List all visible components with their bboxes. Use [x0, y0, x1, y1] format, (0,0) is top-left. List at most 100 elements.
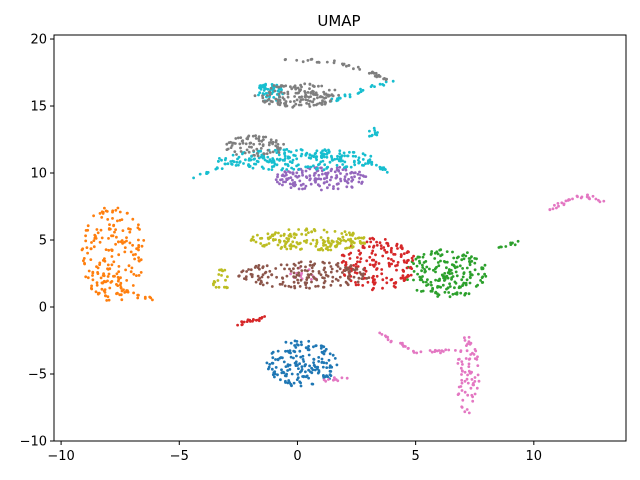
- scatter-point: [282, 360, 286, 364]
- scatter-point: [323, 266, 326, 270]
- scatter-point: [468, 357, 472, 361]
- scatter-point: [278, 182, 281, 186]
- scatter-point: [373, 131, 377, 135]
- scatter-point: [277, 153, 281, 157]
- scatter-point: [375, 267, 379, 270]
- scatter-point: [354, 155, 357, 158]
- scatter-point: [286, 369, 289, 372]
- scatter-point: [451, 292, 455, 296]
- scatter-point: [449, 268, 453, 272]
- scatter-point: [317, 173, 321, 177]
- scatter-point: [363, 241, 366, 245]
- scatter-point: [90, 286, 93, 290]
- scatter-point: [242, 320, 246, 324]
- scatter-point: [389, 278, 393, 282]
- scatter-point: [283, 159, 286, 162]
- scatter-point: [142, 239, 146, 242]
- scatter-point: [298, 89, 302, 93]
- scatter-point: [353, 159, 356, 163]
- scatter-point: [82, 257, 86, 260]
- scatter-point: [467, 340, 471, 344]
- scatter-point: [297, 271, 301, 275]
- scatter-point: [516, 239, 520, 243]
- scatter-point: [277, 151, 281, 154]
- scatter-point: [92, 245, 96, 249]
- scatter-point: [352, 275, 356, 279]
- scatter-point: [431, 286, 434, 290]
- scatter-point: [266, 160, 270, 164]
- scatter-point: [473, 268, 477, 272]
- scatter-point: [362, 175, 366, 178]
- scatter-point: [261, 96, 265, 100]
- scatter-point: [419, 276, 423, 280]
- scatter-point: [313, 262, 317, 266]
- scatter-point: [296, 91, 299, 95]
- scatter-point: [133, 257, 137, 261]
- scatter-point: [314, 344, 318, 347]
- scatter-point: [335, 174, 338, 177]
- scatter-point: [321, 238, 325, 242]
- scatter-point: [310, 266, 314, 270]
- scatter-point: [316, 183, 320, 187]
- scatter-point: [562, 203, 566, 207]
- scatter-point: [467, 411, 471, 415]
- scatter-point: [598, 200, 602, 204]
- scatter-point: [337, 182, 340, 186]
- scatter-point: [137, 238, 140, 242]
- scatter-point: [310, 57, 314, 61]
- scatter-point: [129, 250, 133, 254]
- scatter-point: [241, 141, 245, 145]
- scatter-point: [350, 186, 354, 189]
- y-tick-label: 20: [30, 33, 47, 48]
- scatter-point: [442, 350, 445, 353]
- scatter-point: [268, 363, 272, 366]
- scatter-point: [348, 150, 351, 154]
- scatter-point: [452, 256, 456, 260]
- scatter-point: [283, 284, 287, 288]
- scatter-point: [266, 148, 270, 152]
- scatter-point: [345, 233, 348, 237]
- scatter-point: [298, 95, 301, 99]
- scatter-point: [343, 154, 346, 158]
- scatter-point: [452, 264, 456, 267]
- scatter-point: [114, 228, 117, 232]
- scatter-point: [311, 100, 315, 104]
- scatter-point: [270, 161, 274, 164]
- scatter-point: [475, 257, 478, 261]
- scatter-point: [266, 94, 269, 97]
- scatter-point: [128, 241, 132, 245]
- scatter-point: [372, 282, 376, 286]
- scatter-point: [231, 153, 235, 157]
- scatter-point: [217, 285, 221, 289]
- scatter-point: [551, 207, 555, 211]
- scatter-point: [270, 285, 274, 288]
- scatter-point: [89, 258, 93, 261]
- scatter-point: [330, 239, 334, 243]
- scatter-point: [98, 240, 102, 244]
- scatter-point: [272, 86, 276, 90]
- scatter-point: [87, 269, 91, 273]
- scatter-point: [467, 365, 471, 368]
- scatter-point: [286, 95, 290, 99]
- scatter-point: [107, 298, 111, 302]
- scatter-point: [223, 285, 226, 289]
- scatter-point: [312, 364, 316, 367]
- scatter-point: [261, 156, 265, 160]
- scatter-point: [345, 165, 349, 169]
- scatter-point: [349, 165, 353, 169]
- scatter-point: [217, 160, 220, 163]
- scatter-point: [333, 59, 336, 63]
- scatter-point: [358, 176, 361, 180]
- scatter-point: [292, 153, 296, 157]
- scatter-point: [308, 83, 312, 86]
- scatter-point: [479, 279, 482, 282]
- scatter-point: [285, 274, 289, 278]
- scatter-point: [342, 151, 346, 155]
- scatter-point: [421, 263, 424, 267]
- scatter-point: [361, 284, 365, 287]
- scatter-point: [336, 262, 340, 265]
- scatter-point: [481, 275, 485, 279]
- scatter-point: [101, 259, 105, 262]
- scatter-point: [359, 272, 363, 276]
- scatter-point: [248, 145, 251, 149]
